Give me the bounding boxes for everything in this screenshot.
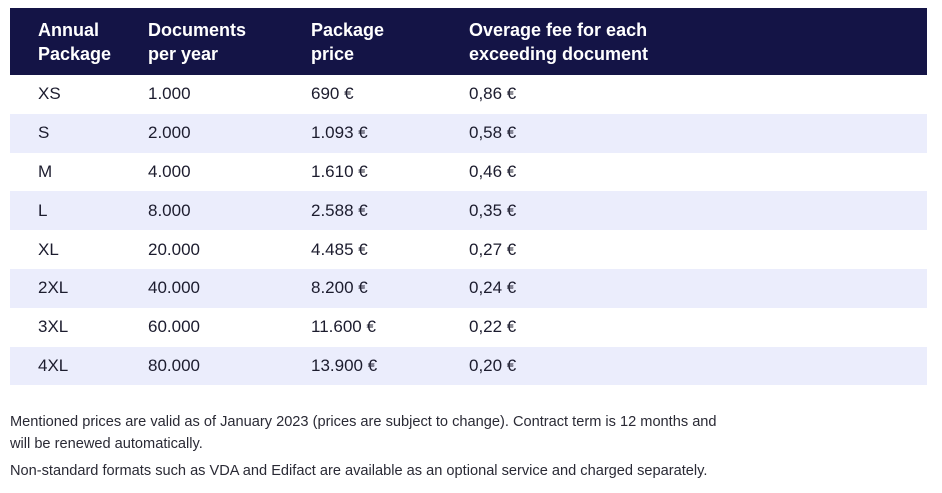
cell-price: 13.900 € [311,355,378,375]
table-row: L 8.000 2.588 € 0,35 € [10,191,927,231]
cell-package: L [38,200,48,220]
table-header: Annual Package Documents per year Packag… [10,8,927,75]
cell-overage-fee: 0,46 € [469,161,517,181]
cell-overage-fee: 0,27 € [469,239,517,259]
cell-overage-fee: 0,58 € [469,123,517,143]
cell-package: XS [38,84,61,104]
cell-package: 3XL [38,317,69,337]
header-package-price: Package price [311,20,385,64]
footnote-nonstandard-formats: Non-standard formats such as VDA and Edi… [10,463,708,479]
cell-documents: 80.000 [148,355,200,375]
cell-documents: 60.000 [148,317,200,337]
cell-overage-fee: 0,22 € [469,317,517,337]
cell-overage-fee: 0,35 € [469,200,517,220]
cell-package: 4XL [38,355,69,375]
cell-documents: 8.000 [148,200,191,220]
cell-price: 8.200 € [311,278,368,298]
footnote-validity: Mentioned prices are valid as of January… [10,414,717,452]
cell-overage-fee: 0,20 € [469,355,517,375]
cell-price: 11.600 € [311,317,376,337]
cell-price: 690 € [311,84,354,104]
footnotes: Mentioned prices are valid as of January… [10,411,910,482]
cell-documents: 2.000 [148,123,191,143]
table-row: XS 1.000 690 € 0,86 € [10,75,927,114]
table-row: XL 20.000 4.485 € 0,27 € [10,230,927,269]
header-annual-package: Annual Package [38,20,112,64]
cell-price: 4.485 € [311,239,368,259]
table-row: 2XL 40.000 8.200 € 0,24 € [10,268,927,308]
pricing-table: Annual Package Documents per year Packag… [10,8,927,386]
table-body: XS 1.000 690 € 0,86 € S 2.000 1.093 € 0,58 € M 4.… [10,75,927,386]
cell-package: 2XL [38,278,69,298]
cell-package: XL [38,239,59,259]
header-overage-fee: Overage fee for each exceeding document [469,20,649,64]
cell-price: 1.093 € [311,123,368,143]
header-documents-per-year: Documents per year [148,20,247,64]
cell-package: S [38,123,50,143]
table-row: S 2.000 1.093 € 0,58 € [10,113,927,153]
cell-price: 1.610 € [311,161,368,181]
table-row: M 4.000 1.610 € 0,46 € [10,153,927,192]
cell-documents: 4.000 [148,161,191,181]
cell-documents: 1.000 [148,84,191,104]
cell-overage-fee: 0,24 € [469,278,517,298]
table-row: 4XL 80.000 13.900 € 0,20 € [10,346,927,386]
cell-price: 2.588 € [311,200,368,220]
cell-documents: 20.000 [148,239,200,259]
cell-documents: 40.000 [148,278,200,298]
cell-overage-fee: 0,86 € [469,84,517,104]
table-row: 3XL 60.000 11.600 € 0,22 € [10,308,927,347]
cell-package: M [38,161,53,181]
